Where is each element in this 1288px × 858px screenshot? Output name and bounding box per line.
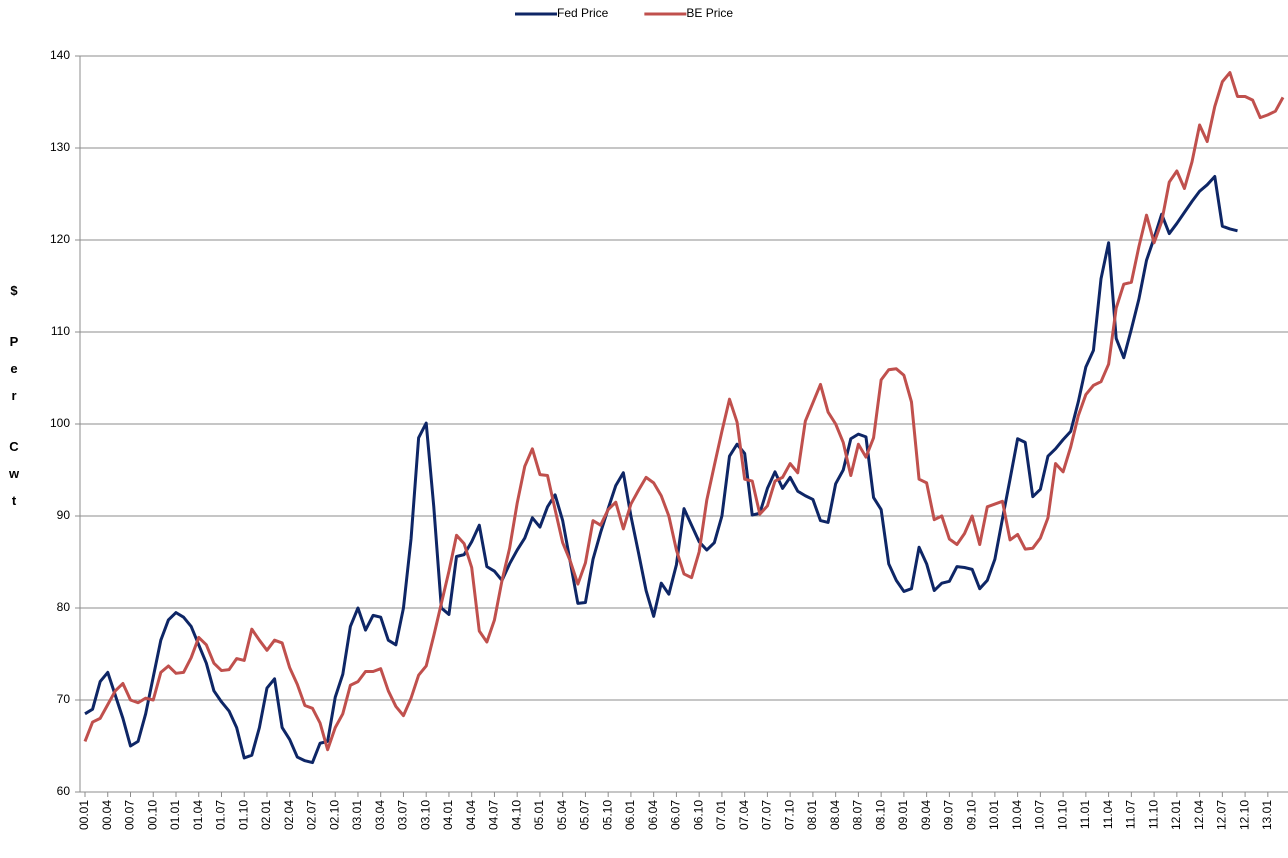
x-tick-label: 12.01 <box>1169 800 1183 830</box>
x-tick-label: 00.04 <box>100 800 114 830</box>
x-tick-label: 03.01 <box>350 800 364 830</box>
x-tick-label: 07.10 <box>782 800 796 830</box>
x-tick-label: 08.10 <box>873 800 887 830</box>
x-tick-label: 07.04 <box>737 800 751 830</box>
label-char: r <box>11 388 16 403</box>
y-tick-label: 130 <box>50 140 70 154</box>
x-tick-label: 07.01 <box>714 800 728 830</box>
y-tick-label: 110 <box>51 324 70 338</box>
x-tick-label: 10.04 <box>1010 800 1024 830</box>
y-tick-label: 60 <box>57 784 71 798</box>
x-tick-label: 01.01 <box>168 800 182 830</box>
x-tick-label: 06.07 <box>669 800 683 830</box>
x-tick-label: 00.07 <box>123 800 137 830</box>
y-tick-label: 140 <box>50 48 70 62</box>
x-tick-label: 06.10 <box>691 800 705 830</box>
x-tick-label: 05.10 <box>600 800 614 830</box>
label-char: $ <box>10 283 18 298</box>
x-tick-label: 11.01 <box>1078 800 1092 829</box>
x-tick-label: 02.10 <box>327 800 341 830</box>
x-tick-label: 10.01 <box>987 800 1001 830</box>
x-tick-label: 09.01 <box>896 800 910 830</box>
x-tick-label: 01.07 <box>214 800 228 830</box>
y-tick-label: 100 <box>50 416 70 430</box>
x-tick-label: 08.04 <box>828 800 842 830</box>
x-tick-label: 09.07 <box>942 800 956 830</box>
legend: Fed Price BE Price <box>515 6 733 20</box>
x-tick-label: 02.01 <box>259 800 273 830</box>
x-tick-label: 03.10 <box>418 800 432 830</box>
x-tick-label: 11.10 <box>1146 800 1160 829</box>
x-tick-label: 04.10 <box>509 800 523 830</box>
x-tick-label: 04.07 <box>487 800 501 830</box>
x-tick-label: 12.07 <box>1215 800 1229 830</box>
x-tick-label: 03.04 <box>373 800 387 830</box>
x-tick-label: 10.07 <box>1033 800 1047 830</box>
x-tick-label: 04.04 <box>464 800 478 830</box>
x-tick-label: 07.07 <box>760 800 774 830</box>
x-tick-label: 06.01 <box>623 800 637 830</box>
x-tick-label: 09.04 <box>919 800 933 830</box>
x-tick-label: 13.01 <box>1260 800 1274 830</box>
x-tick-label: 11.04 <box>1101 800 1115 829</box>
x-tick-label: 08.01 <box>805 800 819 830</box>
y-tick-label: 120 <box>50 232 70 246</box>
label-char: t <box>12 493 17 508</box>
x-tick-label: 05.07 <box>578 800 592 830</box>
x-tick-label: 02.04 <box>282 800 296 830</box>
label-char: C <box>9 439 19 454</box>
label-char: P <box>10 334 19 349</box>
x-tick-label: 10.10 <box>1055 800 1069 830</box>
y-tick-label: 80 <box>57 600 71 614</box>
x-tick-label: 02.07 <box>305 800 319 830</box>
x-tick-label: 06.04 <box>646 800 660 830</box>
series-line <box>84 175 1238 765</box>
x-tick-label: 05.04 <box>555 800 569 830</box>
label-char: w <box>8 466 20 481</box>
x-tick-label: 04.01 <box>441 800 455 830</box>
x-tick-label: 11.07 <box>1124 800 1138 829</box>
x-tick-label: 08.07 <box>851 800 865 830</box>
x-tick-label: 09.10 <box>964 800 978 830</box>
legend-label: Fed Price <box>557 6 609 20</box>
x-tick-label: 12.04 <box>1192 800 1206 830</box>
y-tick-label: 70 <box>57 692 71 706</box>
x-tick-label: 03.07 <box>396 800 410 830</box>
y-tick-label: 90 <box>57 508 71 522</box>
x-tick-label: 01.04 <box>191 800 205 830</box>
x-tick-label: 12.10 <box>1237 800 1251 830</box>
x-tick-label: 00.10 <box>145 800 159 830</box>
x-tick-label: 05.01 <box>532 800 546 830</box>
label-char: e <box>10 361 17 376</box>
x-tick-label: 01.10 <box>236 800 250 830</box>
x-tick-label: 00.01 <box>77 800 91 830</box>
series-line <box>83 71 1285 752</box>
legend-label: BE Price <box>686 6 733 20</box>
